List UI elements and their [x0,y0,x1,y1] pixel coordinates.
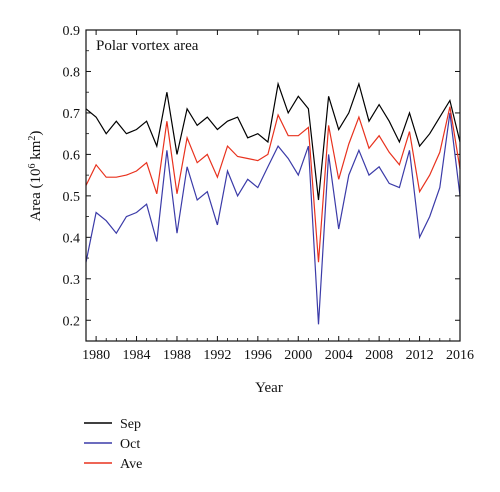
x-tick-label: 1996 [244,348,272,363]
y-tick-label: 0.6 [63,148,81,163]
x-tick-label: 1992 [203,348,231,363]
y-tick-labels: 0.2 0.3 0.4 0.5 0.6 0.7 0.8 0.9 [63,24,81,329]
axis-ticks [85,29,461,341]
x-tick-label: 1984 [123,348,151,363]
y-axis-title-prefix: Area (10 [28,169,44,222]
y-tick-label: 0.3 [63,273,81,288]
x-tick-labels: 1980 1984 1988 1992 1996 2000 2004 2008 2012 2016 [82,348,474,363]
plot-frame [85,29,461,342]
y-axis-title-mid: km [28,140,44,163]
x-tick-label: 1988 [163,348,191,363]
legend-label-ave: Ave [120,457,142,472]
y-tick-label: 0.5 [63,190,81,205]
chart-annotation: Polar vortex area [96,38,199,54]
series-line-sep [85,81,461,201]
legend-label-sep: Sep [120,417,141,432]
y-tick-label: 0.9 [63,24,81,39]
x-axis-title: Year [255,380,283,396]
series-line-ave [85,106,461,263]
legend-label-oct: Oct [120,437,140,452]
x-tick-label: 2012 [406,348,434,363]
x-tick-label: 2004 [325,348,353,363]
series-layer [85,81,461,325]
legend: Sep Oct Ave [84,417,142,472]
y-axis-title-sup2: 2 [27,136,38,141]
y-axis-title-suffix: ) [28,131,44,136]
y-axis-title: Area (106 km2) [27,131,45,222]
y-tick-label: 0.7 [63,107,81,122]
x-tick-label: 2008 [365,348,393,363]
x-tick-label: 2000 [284,348,312,363]
y-tick-label: 0.2 [63,314,81,329]
y-axis-title-sup1: 6 [27,164,38,169]
y-tick-label: 0.8 [63,65,81,80]
series-line-oct [85,112,461,325]
y-tick-label: 0.4 [63,231,81,246]
x-tick-label: 2016 [446,348,474,363]
x-tick-label: 1980 [82,348,110,363]
